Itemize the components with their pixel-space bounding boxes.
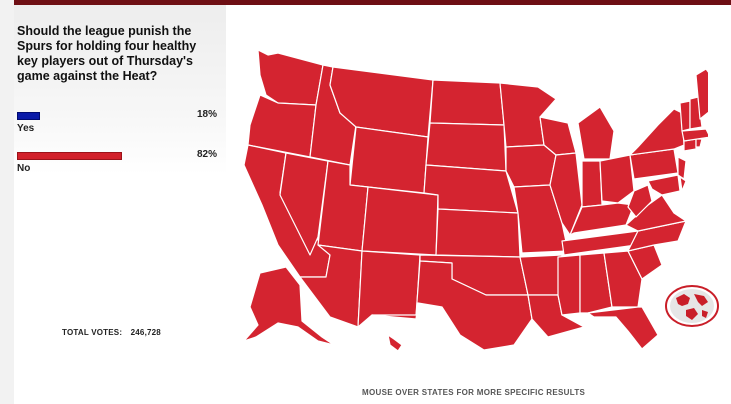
- state-west-virginia[interactable]: [627, 184, 653, 218]
- state-vermont[interactable]: [679, 100, 691, 132]
- map-hint: MOUSE OVER STATES FOR MORE SPECIFIC RESU…: [362, 388, 586, 397]
- result-yes: 18% Yes: [17, 109, 217, 140]
- state-kansas[interactable]: [435, 208, 521, 258]
- state-south-dakota[interactable]: [425, 122, 507, 172]
- state-nebraska[interactable]: [423, 164, 519, 214]
- state-delaware[interactable]: [679, 176, 687, 192]
- poll-question: Should the league punish the Spurs for h…: [17, 24, 197, 83]
- state-iowa[interactable]: [505, 144, 557, 188]
- result-no: 82% No: [17, 149, 217, 180]
- total-votes-value: 246,728: [130, 328, 161, 337]
- result-bar-track: [17, 152, 145, 160]
- state-colorado[interactable]: [361, 186, 439, 256]
- state-maine[interactable]: [695, 68, 708, 120]
- state-new-jersey[interactable]: [677, 156, 687, 180]
- total-votes-label: TOTAL VOTES:: [62, 328, 123, 337]
- state-hawaii[interactable]: [387, 334, 403, 352]
- state-alaska[interactable]: [243, 266, 335, 346]
- state-arkansas[interactable]: [519, 254, 563, 296]
- state-ohio[interactable]: [599, 154, 635, 204]
- globe-icon[interactable]: [664, 284, 720, 328]
- result-bar-yes: [17, 112, 40, 120]
- state-texas[interactable]: [371, 260, 533, 351]
- top-accent-bar: [0, 0, 731, 5]
- state-maryland[interactable]: [647, 174, 681, 196]
- result-bar-no: [17, 152, 122, 160]
- result-label-no: No: [17, 163, 31, 174]
- state-rhode-island[interactable]: [695, 138, 703, 148]
- state-alabama[interactable]: [579, 252, 613, 314]
- state-michigan[interactable]: [577, 106, 615, 160]
- state-mississippi[interactable]: [557, 254, 581, 316]
- state-kentucky[interactable]: [569, 202, 635, 236]
- state-florida[interactable]: [587, 306, 659, 350]
- state-new-york[interactable]: [629, 108, 685, 156]
- state-wyoming[interactable]: [349, 126, 429, 194]
- state-north-dakota[interactable]: [429, 79, 505, 126]
- left-rail: [0, 0, 14, 404]
- poll-panel: [14, 5, 226, 404]
- result-bar-track: [17, 112, 145, 120]
- us-map[interactable]: [238, 45, 708, 355]
- result-label-yes: Yes: [17, 123, 35, 134]
- total-votes: TOTAL VOTES: 246,728: [62, 328, 161, 337]
- state-indiana[interactable]: [581, 160, 603, 208]
- state-massachusetts[interactable]: [681, 128, 708, 142]
- result-percent-no: 82%: [196, 149, 217, 160]
- state-georgia[interactable]: [603, 250, 643, 308]
- result-percent-yes: 18%: [196, 109, 217, 120]
- state-washington[interactable]: [257, 49, 324, 106]
